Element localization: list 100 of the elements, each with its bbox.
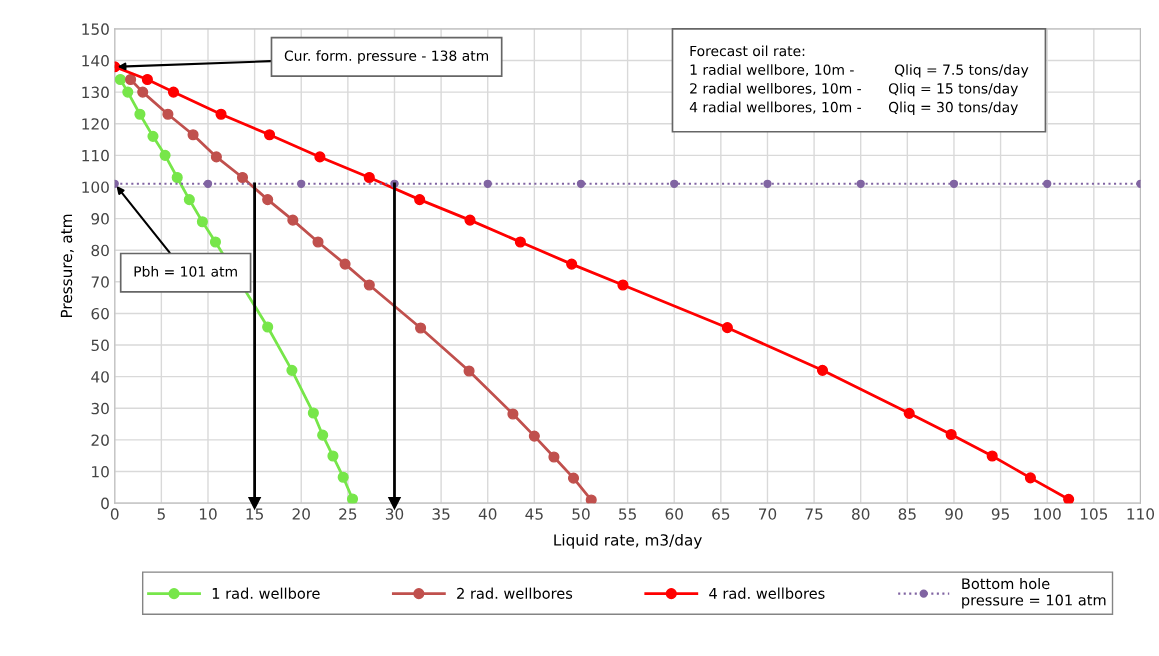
point — [125, 73, 137, 86]
x-tick-label: 85 — [898, 508, 916, 520]
point — [670, 179, 679, 188]
y-tick-label: 90 — [91, 213, 109, 225]
point — [464, 214, 476, 226]
x-tick-label: 50 — [572, 508, 590, 520]
y-tick-label: 150 — [82, 23, 109, 35]
y-tick-label: 60 — [91, 307, 109, 320]
x-tick-label: 40 — [478, 508, 497, 520]
annotation: Pbh = 101 atm — [134, 266, 237, 277]
x-tick-label: 35 — [432, 508, 450, 520]
legend-label: Bottom hole pressure = 101 atm — [962, 577, 1106, 609]
point — [363, 171, 375, 184]
y-tick-label: 20 — [91, 434, 109, 446]
point — [263, 129, 276, 141]
point — [986, 450, 998, 462]
point — [617, 279, 629, 291]
point — [514, 236, 526, 248]
point — [1063, 493, 1075, 504]
point — [159, 149, 171, 161]
y-axis-title: Pressure, atm — [60, 214, 74, 318]
point — [507, 408, 519, 420]
y-tick-label: 80 — [91, 244, 109, 257]
point — [215, 108, 227, 120]
point — [337, 471, 349, 483]
point — [122, 86, 134, 98]
point — [763, 179, 772, 188]
x-tick-label: 60 — [665, 508, 683, 520]
x-tick-label: 0 — [110, 508, 119, 520]
point — [203, 179, 213, 188]
point — [287, 214, 299, 226]
legend-label: 1 rad. wellbore — [212, 587, 320, 599]
point — [945, 428, 957, 441]
legend-label: 2 rad. wellbores — [457, 587, 573, 599]
point — [196, 216, 208, 228]
x-tick-label: 110 — [1127, 508, 1155, 520]
x-tick-label: 65 — [712, 508, 730, 520]
point — [314, 151, 326, 163]
point — [856, 179, 865, 188]
y-tick-label: 0 — [101, 497, 109, 510]
y-tick-label: 130 — [82, 86, 109, 99]
point — [346, 493, 359, 504]
x-tick-label: 20 — [292, 508, 310, 520]
point — [576, 179, 586, 188]
point — [463, 365, 475, 377]
point — [307, 407, 319, 419]
point — [567, 472, 580, 484]
point — [1024, 472, 1036, 484]
x-tick-label: 95 — [991, 508, 1009, 520]
y-tick-label: 110 — [82, 149, 109, 162]
x-tick-label: 30 — [385, 508, 404, 520]
y-tick-label: 10 — [92, 466, 109, 478]
y-tick-label: 120 — [82, 118, 109, 130]
annotation: Cur. form. pressure - 138 atm — [284, 50, 489, 64]
point — [286, 364, 298, 376]
point — [137, 86, 149, 98]
point — [903, 407, 915, 419]
x-tick-label: 25 — [339, 508, 357, 520]
point — [363, 279, 375, 291]
point — [297, 179, 306, 188]
point — [183, 194, 195, 206]
point — [312, 236, 324, 248]
point — [1043, 179, 1052, 188]
x-tick-label: 15 — [246, 508, 263, 520]
point — [262, 194, 274, 206]
y-tick-label: 70 — [91, 276, 109, 288]
point — [262, 321, 274, 333]
point — [317, 429, 329, 441]
x-tick-label: 10 — [199, 508, 217, 520]
x-axis-title: Liquid rate, m3/day — [554, 533, 702, 549]
point — [414, 194, 426, 206]
point — [209, 236, 222, 248]
x-tick-label: 5 — [157, 508, 165, 520]
point — [167, 86, 180, 98]
point — [114, 73, 126, 86]
x-tick-label: 80 — [852, 508, 870, 520]
x-tick-label: 55 — [619, 508, 636, 520]
x-tick-label: 70 — [759, 508, 777, 520]
point — [483, 179, 492, 188]
y-tick-label: 40 — [91, 371, 109, 383]
point — [566, 258, 578, 270]
x-tick-label: 90 — [945, 508, 963, 520]
y-tick-label: 100 — [82, 181, 109, 193]
point — [585, 494, 597, 504]
x-tick-label: 45 — [525, 508, 543, 520]
annotation: Forecast oil rate: 1 radial wellbore, 10m - Qliq = 7.5 tons/day 2 radial wellbores, 10m - Qliq = 15 tons/day 4 radial wellbores, 10m - Qliq = 30 tons/day — [689, 45, 1029, 116]
point — [415, 322, 427, 334]
point — [162, 108, 174, 120]
point — [816, 364, 829, 376]
point — [171, 171, 183, 184]
point — [210, 151, 222, 163]
point — [528, 430, 540, 442]
x-tick-label: 100 — [1034, 508, 1061, 520]
x-tick-label: 105 — [1080, 508, 1108, 520]
point — [548, 451, 560, 463]
legend-label: 4 rad. wellbores — [709, 587, 825, 599]
point — [134, 108, 146, 120]
point — [949, 179, 959, 188]
y-tick-label: 140 — [82, 54, 109, 67]
point — [187, 129, 199, 141]
